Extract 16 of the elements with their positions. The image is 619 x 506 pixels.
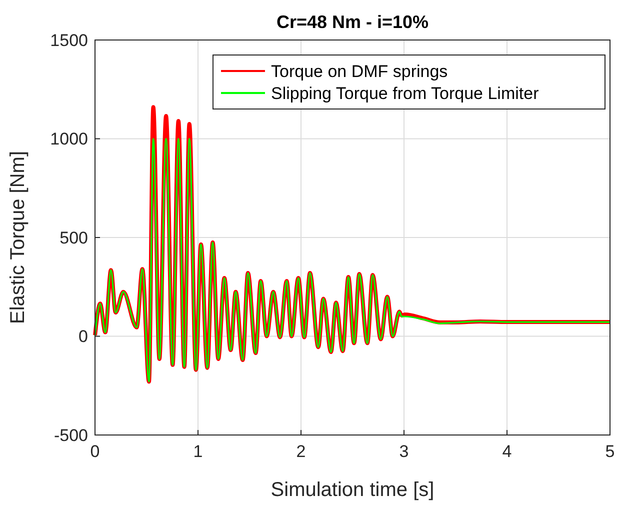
- x-tick-label: 0: [90, 442, 100, 461]
- y-tick-label: 1500: [50, 30, 88, 50]
- y-tick-label: 0: [78, 327, 88, 346]
- y-axis-title: Elastic Torque [Nm]: [7, 150, 29, 324]
- legend-label: Torque on DMF springs: [271, 62, 448, 81]
- x-tick-label: 1: [193, 442, 203, 461]
- chart-title: Cr=48 Nm - i=10%: [276, 12, 429, 32]
- x-tick-label: 3: [399, 442, 409, 461]
- y-tick-label: 500: [60, 228, 88, 248]
- x-tick-label: 5: [605, 442, 615, 461]
- legend-label: Slipping Torque from Torque Limiter: [271, 84, 540, 103]
- x-axis-title: Simulation time [s]: [270, 479, 434, 501]
- y-tick-label: 1000: [50, 130, 88, 149]
- x-tick-label: 2: [296, 442, 306, 461]
- x-tick-label: 4: [502, 442, 512, 461]
- y-tick-label: -500: [54, 426, 88, 445]
